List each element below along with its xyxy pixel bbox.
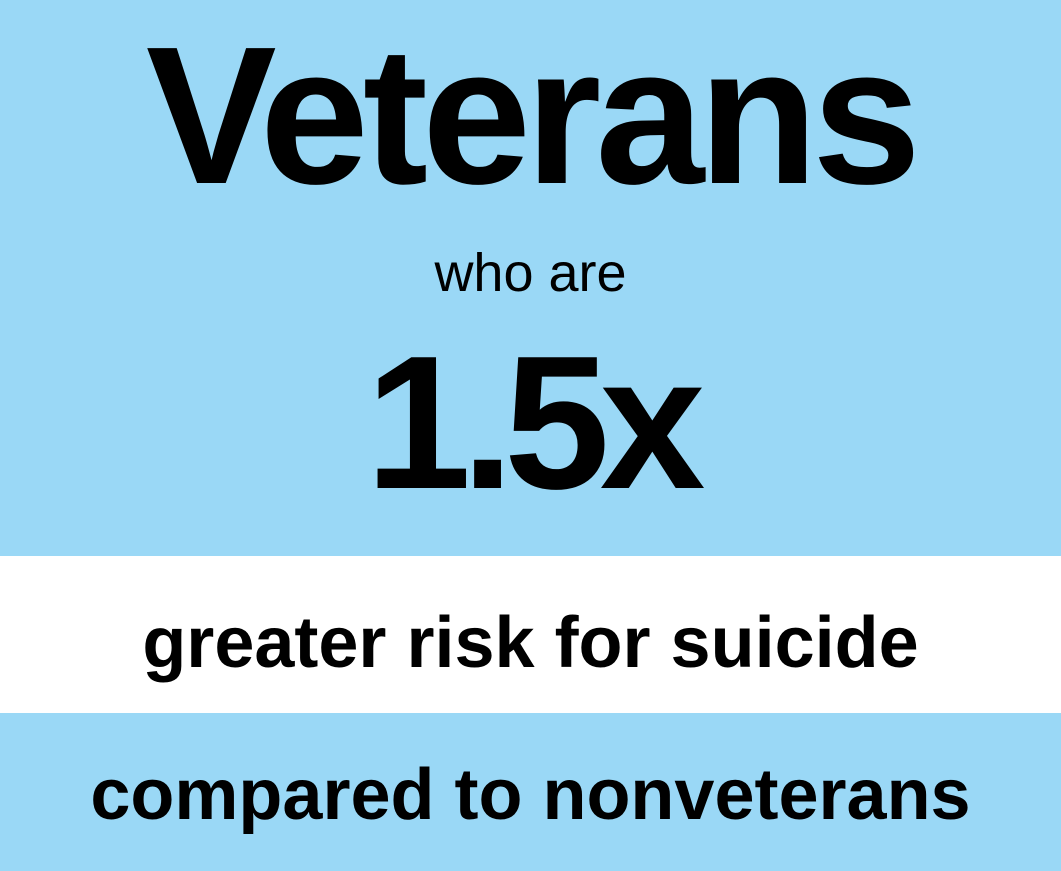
stat-value: 1.5x [365, 317, 706, 529]
subline: who are [434, 243, 627, 303]
comparison-statement: compared to nonveterans [90, 755, 971, 835]
risk-statement: greater risk for suicide [142, 603, 919, 683]
bottom-panel [0, 713, 1061, 871]
top-panel [0, 0, 1061, 556]
headline: Veterans [145, 6, 921, 225]
middle-panel [0, 556, 1061, 713]
